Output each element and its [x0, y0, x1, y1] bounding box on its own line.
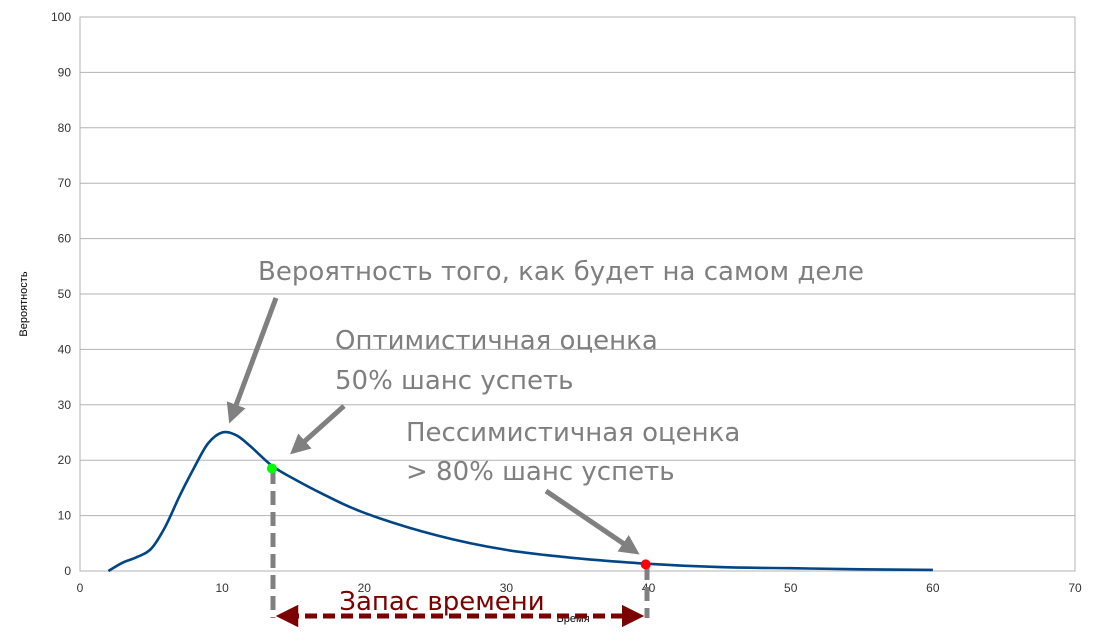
arrow-probability [226, 297, 279, 424]
x-tick-label: 20 [358, 581, 372, 595]
annotation-pessimistic-title: Пессимистичная оценка [406, 418, 740, 448]
annotation-optimistic-title: Оптимистичная оценка [335, 326, 658, 356]
y-tick-label: 20 [58, 453, 72, 467]
x-tick-label: 0 [77, 581, 84, 595]
probability-curve [107, 430, 933, 573]
y-tick-label: 100 [51, 10, 71, 24]
grid [80, 71, 1075, 517]
x-tick-label: 70 [1068, 581, 1082, 595]
pessimistic-point [640, 559, 651, 570]
y-tick-labels: 0 10 20 30 40 50 60 70 80 90 100 [51, 10, 71, 578]
x-tick-label: 50 [784, 581, 798, 595]
annotation-optimistic-chance: 50% шанс успеть [335, 366, 573, 396]
annotation-probability: Вероятность того, как будет на самом дел… [258, 257, 864, 287]
y-tick-label: 10 [58, 509, 72, 523]
annotation-time-buffer: Запас времени [339, 587, 544, 617]
y-axis-label: Вероятность [18, 271, 30, 336]
y-tick-label: 50 [58, 287, 72, 301]
y-tick-label: 60 [58, 232, 72, 246]
y-tick-label: 80 [58, 121, 72, 135]
y-tick-label: 70 [58, 176, 72, 190]
markers [266, 463, 651, 570]
arrow-pessimistic [544, 488, 640, 555]
y-tick-label: 90 [58, 65, 72, 79]
y-tick-label: 0 [64, 564, 71, 578]
optimistic-point [266, 463, 277, 474]
annotation-pessimistic-chance: > 80% шанс успеть [406, 457, 675, 487]
x-tick-label: 30 [500, 581, 514, 595]
x-tick-label: 60 [926, 581, 940, 595]
x-tick-label: 10 [215, 581, 229, 595]
y-tick-label: 40 [58, 342, 72, 356]
arrow-optimistic [290, 404, 346, 455]
y-tick-label: 30 [58, 398, 72, 412]
